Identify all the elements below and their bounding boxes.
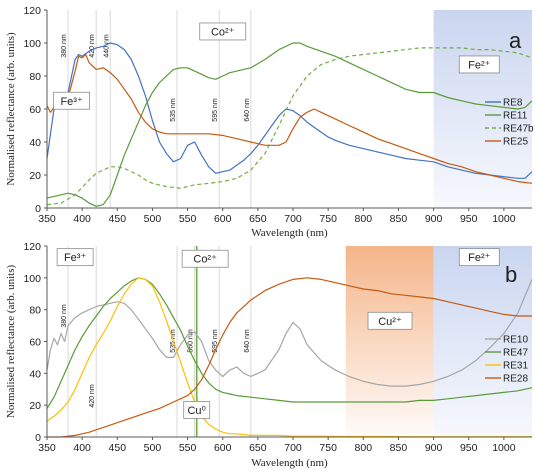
marker-label: 535 nm	[170, 98, 177, 122]
y-axis-title: Normalised reflectance (arb. units)	[5, 32, 17, 186]
y-tick-label: 20	[29, 400, 41, 412]
x-tick-label: 600	[214, 442, 232, 454]
marker-label: 420 nm	[89, 34, 96, 58]
x-tick-label: 750	[319, 213, 337, 225]
ion-label: Fe³⁺	[64, 252, 87, 264]
x-tick-label: 850	[390, 442, 408, 454]
y-tick-label: 80	[29, 71, 41, 83]
x-tick-label: 500	[144, 442, 162, 454]
ion-label: Fe²⁺	[468, 252, 491, 264]
series-line-RE47b	[46, 47, 533, 206]
y-tick-label: 120	[23, 5, 41, 17]
x-tick-label: 550	[179, 442, 197, 454]
x-tick-label: 800	[355, 213, 373, 225]
y-tick-label: 80	[29, 305, 41, 317]
marker-label: 640 nm	[244, 98, 251, 122]
marker-label: 380 nm	[61, 304, 68, 328]
marker-label: 440 nm	[103, 34, 110, 58]
marker-label: 595 nm	[212, 329, 219, 353]
ion-label: Fe²⁺	[468, 59, 491, 71]
legend-label: RE47b	[503, 124, 534, 135]
ion-label: Co²⁺	[211, 26, 235, 38]
x-tick-label: 950	[460, 442, 478, 454]
legend-label: RE31	[503, 361, 528, 372]
x-tick-label: 850	[390, 213, 408, 225]
ion-label-box	[183, 401, 211, 419]
legend-label: RE28	[503, 374, 528, 385]
panel-letter: a	[509, 28, 522, 53]
shaded-band-Cu²⁺	[345, 246, 434, 437]
x-axis-title: Wavelength (nm)	[251, 457, 328, 469]
y-tick-label: 100	[23, 38, 41, 50]
panel-letter: b	[505, 262, 517, 287]
x-tick-label: 950	[460, 213, 478, 225]
ion-label: Fe³⁺	[60, 96, 83, 108]
legend-label: RE10	[503, 335, 528, 346]
ion-label-box	[53, 91, 91, 110]
x-tick-label: 650	[249, 442, 267, 454]
x-tick-label: 1000	[492, 442, 516, 454]
y-tick-label: 60	[29, 104, 41, 116]
x-tick-label: 900	[425, 442, 443, 454]
x-tick-label: 700	[284, 213, 302, 225]
legend-label: RE8	[503, 98, 523, 109]
series-line-RE25	[46, 53, 533, 184]
ion-label: Cu⁰	[187, 405, 206, 417]
y-axis-title: Normalised reflectance (arb. units)	[5, 265, 17, 419]
x-tick-label: 400	[73, 213, 91, 225]
y-tick-label: 40	[29, 137, 41, 149]
series-line-RE11	[46, 42, 533, 207]
x-tick-label: 650	[249, 213, 267, 225]
series-line-RE47	[46, 277, 533, 409]
marker-label: 640 nm	[244, 329, 251, 353]
x-tick-label: 500	[144, 213, 162, 225]
y-tick-label: 100	[23, 273, 41, 285]
x-tick-label: 1000	[492, 213, 516, 225]
legend-label: RE11	[503, 111, 528, 122]
ion-label: Co²⁺	[193, 254, 217, 266]
chart-panel-a: 380 nm 420 nm 440 nm 535 nm 595 nm 640 nm 350 4…	[5, 5, 534, 239]
x-tick-label: 750	[319, 442, 337, 454]
marker-label: 595 nm	[212, 98, 219, 122]
series-line-RE10	[46, 279, 533, 387]
shaded-band-Fe²⁺	[433, 246, 532, 437]
x-tick-label: 400	[73, 442, 91, 454]
x-tick-label: 600	[214, 213, 232, 225]
x-tick-label: 550	[179, 213, 197, 225]
y-tick-label: 40	[29, 368, 41, 380]
x-axis-title: Wavelength (nm)	[251, 227, 328, 239]
ion-label-box	[367, 311, 413, 330]
ion-label-box	[458, 248, 500, 267]
y-tick-label: 0	[35, 432, 41, 444]
legend-label: RE25	[503, 137, 528, 148]
y-tick-label: 20	[29, 170, 41, 182]
y-tick-label: 60	[29, 337, 41, 349]
x-tick-label: 350	[38, 213, 56, 225]
x-tick-label: 450	[109, 442, 127, 454]
ion-label-box	[458, 55, 500, 74]
legend-label: RE47	[503, 348, 528, 359]
x-tick-label: 700	[284, 442, 302, 454]
series-line-RE8	[46, 42, 533, 179]
x-tick-label: 350	[38, 442, 56, 454]
y-tick-label: 0	[35, 203, 41, 215]
series-line-RE28	[47, 277, 532, 438]
marker-label: 380 nm	[61, 34, 68, 58]
marker-label: 420 nm	[89, 384, 96, 408]
x-tick-label: 900	[425, 213, 443, 225]
ion-label-box	[199, 22, 247, 41]
ion-label-box	[181, 249, 229, 268]
ion-label: Cu²⁺	[378, 316, 402, 328]
ion-label-box	[56, 248, 94, 267]
marker-label: 560 nm	[188, 329, 195, 353]
x-tick-label: 800	[355, 442, 373, 454]
y-tick-label: 120	[23, 241, 41, 253]
x-tick-label: 450	[109, 213, 127, 225]
